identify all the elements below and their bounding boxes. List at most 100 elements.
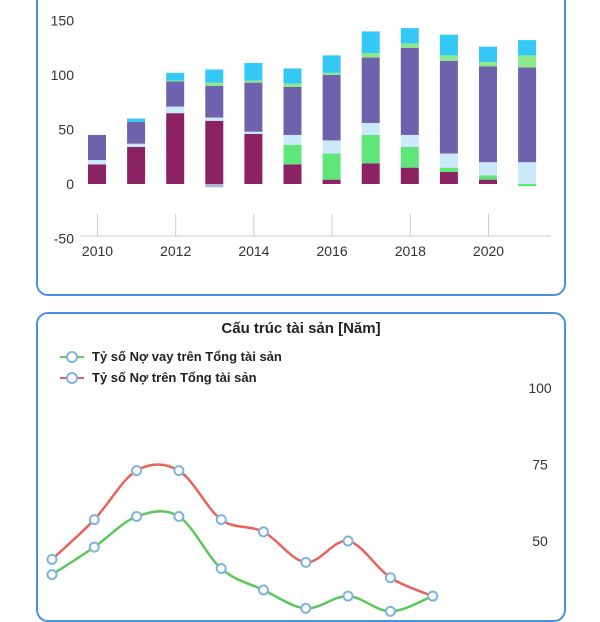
bar-segment: [361, 53, 380, 58]
bar-segment: [127, 121, 146, 144]
legend-label: Tỷ số Nợ trên Tổng tài sản: [92, 370, 257, 385]
line-chart-card: Cấu trúc tài sản [Năm] Tỷ số Nợ vay trên…: [36, 312, 566, 622]
y-tick-label: 75: [532, 457, 548, 473]
bar-segment: [283, 144, 302, 165]
bar-segment: [205, 117, 224, 121]
x-tick-label: 2012: [160, 243, 191, 259]
data-point: [300, 556, 312, 568]
x-tick-label: 2020: [473, 243, 504, 259]
data-point: [131, 465, 143, 477]
bar-segment: [244, 63, 263, 81]
bar-segment: [518, 55, 537, 68]
bar-segment: [166, 106, 185, 114]
stacked-bar-chart: 150 100 50 0 -50 2010 2012 2014 2016 2018 2020: [51, 13, 551, 259]
legend-item-debt-total[interactable]: Tỷ số Nợ trên Tổng tài sản: [60, 367, 282, 388]
legend-item-debt-loan[interactable]: Tỷ số Nợ vay trên Tổng tài sản: [60, 346, 282, 367]
bar-segment: [166, 81, 185, 107]
data-point: [384, 605, 396, 617]
bar-segment: [518, 67, 537, 163]
data-point: [88, 541, 100, 553]
legend-label: Tỷ số Nợ vay trên Tổng tài sản: [92, 349, 282, 364]
bar-segment: [439, 60, 458, 154]
bar-segment: [205, 85, 224, 118]
data-point: [46, 569, 58, 581]
bar-segment: [322, 75, 341, 141]
bar-segment: [479, 46, 497, 62]
y-tick-label: 0: [66, 176, 74, 192]
bar-segment: [479, 66, 497, 163]
bar-segment: [205, 82, 224, 86]
bar-segment: [322, 179, 341, 184]
bar-segment: [361, 57, 380, 123]
bar-segment: [88, 164, 106, 184]
chart-title: Cấu trúc tài sản [Năm]: [221, 320, 381, 337]
bar-segment: [127, 118, 146, 122]
y-tick-label: 100: [51, 67, 75, 83]
bar-segment: [439, 167, 458, 173]
bar-segment: [322, 140, 341, 154]
bar-segment: [400, 43, 419, 48]
bar-segment: [439, 34, 458, 56]
x-tick-label: 2014: [238, 243, 269, 259]
bar-segment: [244, 131, 263, 134]
bar-segment: [283, 164, 302, 184]
data-point: [384, 572, 396, 584]
bar-segment: [518, 162, 537, 184]
bar-segment: [400, 146, 419, 168]
bar-segment: [400, 167, 419, 184]
x-tick-label: 2018: [395, 243, 426, 259]
data-point: [258, 526, 269, 538]
bar-segment: [244, 133, 263, 184]
bar-segment: [479, 179, 497, 184]
bar-segment: [518, 40, 537, 56]
x-tick-label: 2010: [82, 243, 113, 259]
bar-segment: [322, 55, 341, 73]
data-point: [215, 514, 227, 526]
bar-segment: [361, 134, 380, 164]
data-point: [173, 511, 185, 523]
line-chart: 100 75 50: [46, 380, 552, 617]
data-point: [342, 535, 354, 547]
bar-segment: [322, 153, 341, 180]
bar-segment: [166, 80, 185, 82]
legend-swatch-green: [60, 350, 84, 363]
data-point: [46, 553, 58, 565]
bar-segment: [518, 184, 537, 187]
bar-segment: [88, 160, 106, 165]
data-point: [258, 584, 269, 596]
bar-segment: [205, 69, 224, 83]
bar-segment: [205, 120, 224, 184]
legend: Tỷ số Nợ vay trên Tổng tài sản Tỷ số Nợ …: [60, 346, 282, 388]
bar-segment: [479, 61, 497, 67]
bar-segment: [479, 162, 497, 176]
bar-chart-card: 150 100 50 0 -50 2010 2012 2014 2016 2018 2020: [36, 0, 566, 296]
bar-segment: [322, 72, 341, 75]
bar-segment: [283, 68, 302, 84]
bar-segment: [283, 86, 302, 135]
bar-segment: [166, 72, 185, 81]
data-point: [342, 590, 354, 602]
data-point: [88, 514, 100, 526]
bar-segment: [244, 80, 263, 83]
bar-segment: [400, 134, 419, 147]
bar-segment: [127, 146, 146, 184]
bar-segment: [127, 143, 146, 147]
bar-segment: [479, 175, 497, 180]
bar-segment: [88, 134, 106, 161]
bar-segment: [400, 28, 419, 44]
data-point: [300, 602, 312, 614]
data-point: [427, 590, 439, 602]
bar-segment: [439, 172, 458, 184]
bar-segment: [283, 134, 302, 145]
bar-segment: [205, 184, 224, 188]
series-line: [51, 463, 434, 598]
bar-segment: [361, 31, 380, 54]
bar-segment: [283, 83, 302, 87]
bar-segment: [166, 113, 185, 184]
legend-swatch-red: [60, 371, 84, 384]
bar-segment: [400, 47, 419, 135]
bar-segment: [244, 82, 263, 132]
bar-segment: [439, 55, 458, 61]
y-tick-label: 50: [532, 533, 548, 549]
y-tick-label: 100: [528, 380, 552, 396]
